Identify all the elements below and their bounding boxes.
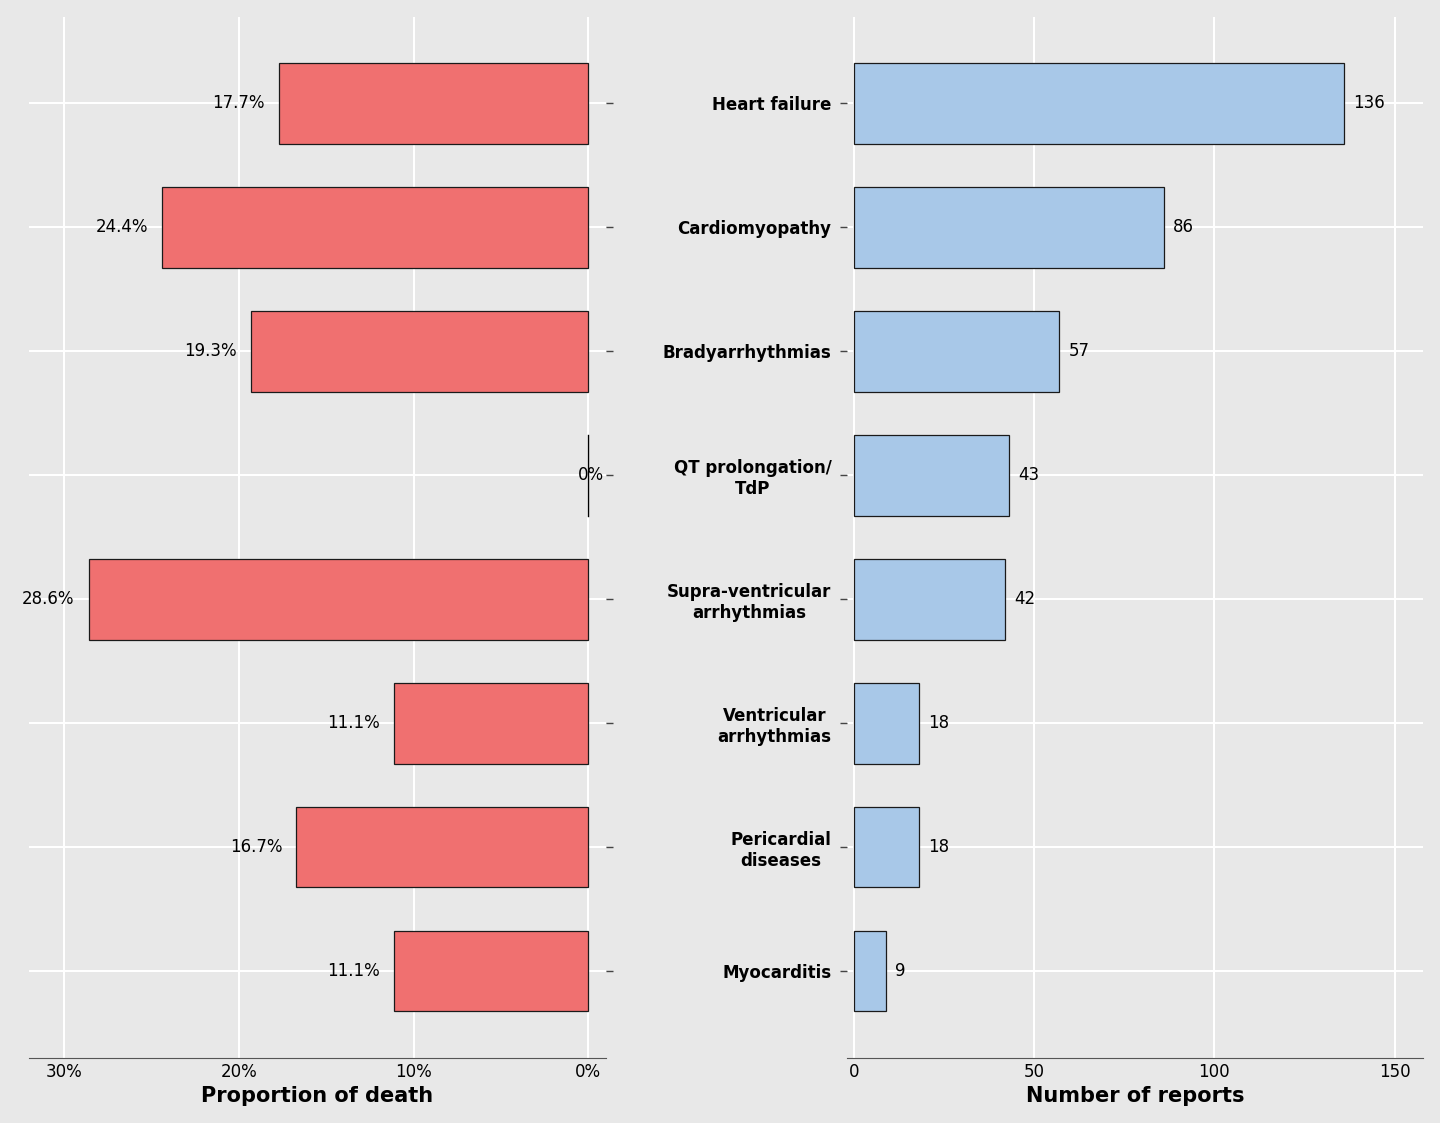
X-axis label: Proportion of death: Proportion of death <box>202 1086 433 1106</box>
Bar <box>395 931 588 1012</box>
Text: 17.7%: 17.7% <box>213 94 265 112</box>
Bar <box>854 63 1344 144</box>
Text: 11.1%: 11.1% <box>327 962 380 980</box>
Text: 57: 57 <box>1068 343 1090 360</box>
Text: 0%: 0% <box>577 466 603 484</box>
Text: 16.7%: 16.7% <box>230 838 282 856</box>
Text: 11.1%: 11.1% <box>327 714 380 732</box>
Text: 43: 43 <box>1018 466 1040 484</box>
Bar <box>854 683 919 764</box>
Bar <box>854 311 1060 392</box>
Bar <box>854 188 1164 267</box>
Bar <box>395 683 588 764</box>
Bar <box>854 931 887 1012</box>
Text: 86: 86 <box>1174 218 1194 237</box>
Text: 136: 136 <box>1354 94 1385 112</box>
X-axis label: Number of reports: Number of reports <box>1025 1086 1244 1106</box>
Bar <box>854 559 1005 640</box>
Text: 42: 42 <box>1014 591 1035 609</box>
Bar <box>297 807 588 887</box>
Text: 28.6%: 28.6% <box>22 591 75 609</box>
Text: 24.4%: 24.4% <box>95 218 148 237</box>
Bar <box>854 807 919 887</box>
Text: 18: 18 <box>927 714 949 732</box>
Bar <box>854 435 1009 515</box>
Bar <box>251 311 588 392</box>
Text: 19.3%: 19.3% <box>184 343 238 360</box>
Text: 9: 9 <box>896 962 906 980</box>
Text: 18: 18 <box>927 838 949 856</box>
Bar <box>161 188 588 267</box>
Bar <box>89 559 588 640</box>
Bar <box>279 63 588 144</box>
